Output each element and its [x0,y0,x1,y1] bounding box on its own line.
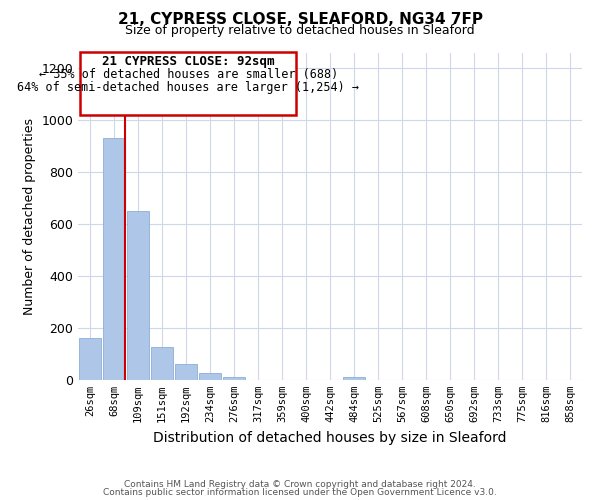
Bar [343,378,365,380]
Bar [127,211,149,380]
Bar [199,373,221,380]
Bar [80,52,296,115]
Text: 21, CYPRESS CLOSE, SLEAFORD, NG34 7FP: 21, CYPRESS CLOSE, SLEAFORD, NG34 7FP [118,12,482,28]
Bar [175,364,197,380]
Y-axis label: Number of detached properties: Number of detached properties [23,118,36,315]
X-axis label: Distribution of detached houses by size in Sleaford: Distribution of detached houses by size … [153,430,507,444]
Text: ← 35% of detached houses are smaller (688): ← 35% of detached houses are smaller (68… [39,68,338,81]
Bar [151,347,173,380]
Text: Contains public sector information licensed under the Open Government Licence v3: Contains public sector information licen… [103,488,497,497]
Bar [223,378,245,380]
Text: 64% of semi-detached houses are larger (1,254) →: 64% of semi-detached houses are larger (… [17,81,359,94]
Text: Contains HM Land Registry data © Crown copyright and database right 2024.: Contains HM Land Registry data © Crown c… [124,480,476,489]
Text: Size of property relative to detached houses in Sleaford: Size of property relative to detached ho… [125,24,475,37]
Text: 21 CYPRESS CLOSE: 92sqm: 21 CYPRESS CLOSE: 92sqm [102,55,275,68]
Bar [103,138,125,380]
Bar [79,338,101,380]
